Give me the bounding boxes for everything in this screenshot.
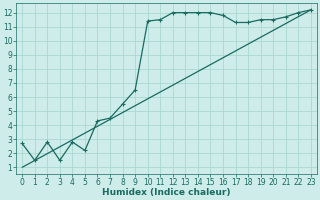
X-axis label: Humidex (Indice chaleur): Humidex (Indice chaleur) [102, 188, 231, 197]
